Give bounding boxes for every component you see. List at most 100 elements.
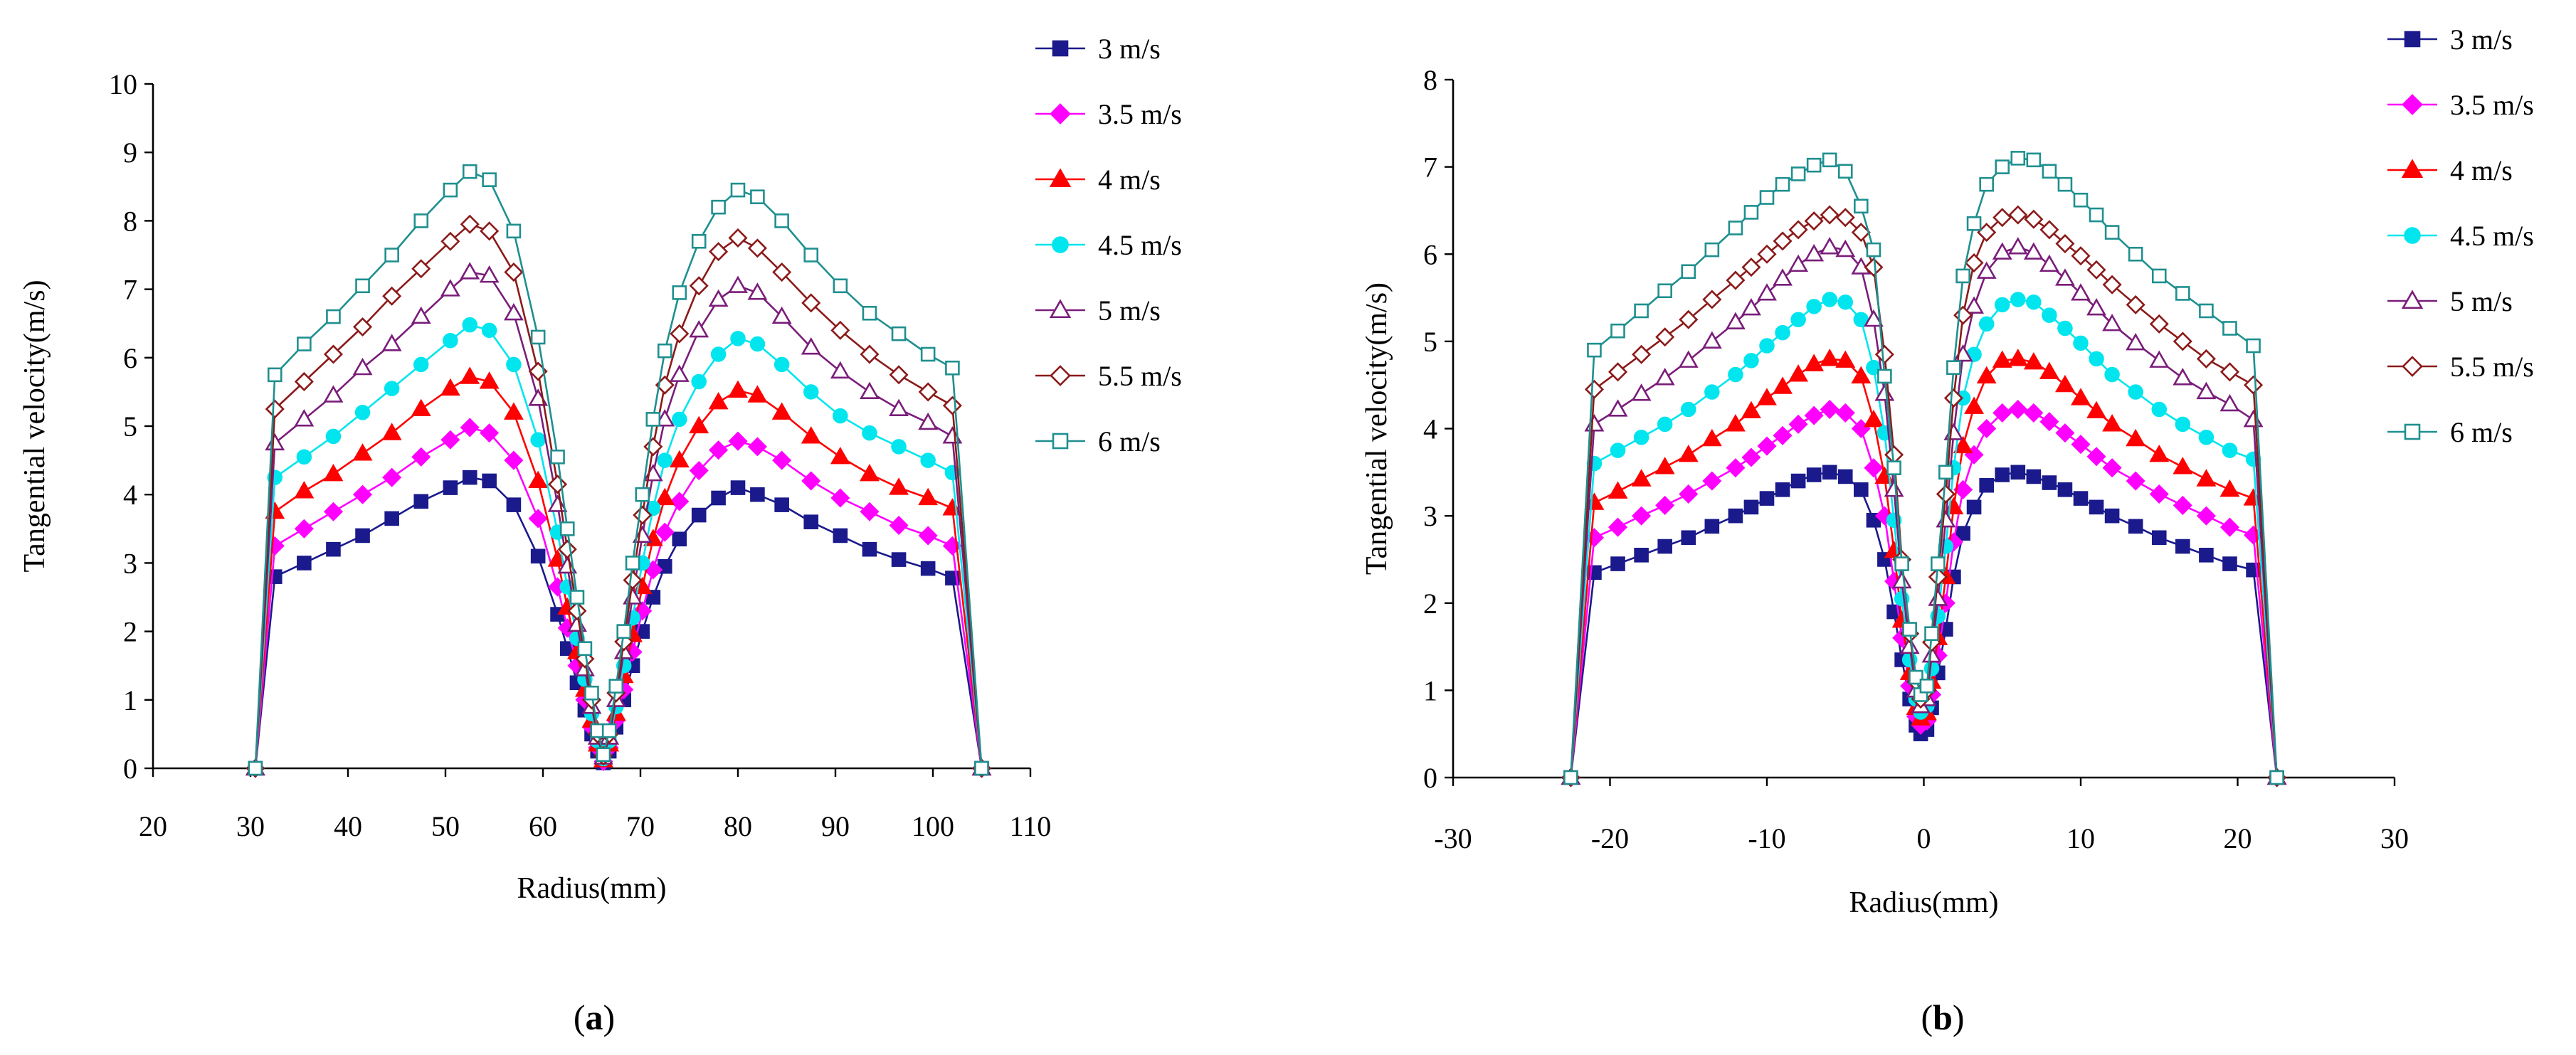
chart-a-data-point: [801, 426, 821, 444]
chart-a-data-point: [655, 409, 675, 427]
chart-a-data-point: [803, 384, 819, 400]
chart-b-series-1: [1563, 465, 2284, 785]
chart-a-data-point: [918, 487, 939, 506]
chart-b-data-point: [2104, 508, 2120, 524]
chart-b-data-point: [2222, 442, 2238, 458]
chart-b-legend-marker: [2404, 31, 2421, 48]
chart-b-legend-item: 5.5 m/s: [2387, 351, 2534, 383]
chart-b-data-point: [2222, 321, 2237, 336]
chart-a-data-point: [460, 366, 480, 384]
chart-a-legend-label: 3 m/s: [1098, 33, 1161, 65]
chart-b-data-point: [1655, 327, 1675, 347]
chart-a-data-point: [891, 552, 907, 567]
chart-a-data-point: [920, 561, 936, 576]
chart-a-data-point: [860, 381, 880, 399]
chart-b-data-point: [2151, 268, 2167, 284]
chart-b-y-tick-label: 2: [1423, 588, 1437, 620]
chart-a-x-tick-label: 90: [821, 810, 850, 842]
chart-b-data-point: [2024, 209, 2044, 229]
chart-a-x-tick-label: 40: [334, 810, 362, 842]
chart-a-data-point: [323, 502, 343, 521]
chart-b-legend-item: 5 m/s: [2387, 285, 2513, 317]
chart-a-legend-marker: [1049, 168, 1072, 188]
chart-a-data-point: [689, 460, 709, 481]
chart-b-data-point: [1728, 366, 1743, 383]
chart-a-legend-label: 4.5 m/s: [1098, 229, 1182, 261]
chart-b-data-point: [1701, 331, 1722, 349]
chart-b-data-point: [1759, 491, 1775, 506]
chart-b-data-point: [2010, 151, 2026, 166]
chart-b-data-point: [2173, 368, 2193, 386]
chart-a-data-point: [504, 450, 524, 470]
chart-a-data-point: [945, 360, 960, 376]
chart-b-y-axis-title: Tangential velocity(m/s): [1361, 282, 1393, 575]
chart-b-data-point: [2102, 414, 2123, 432]
chart-a-data-point: [462, 470, 477, 485]
chart-b-legend-label: 4 m/s: [2450, 154, 2513, 186]
chart-b-data-point: [1790, 166, 1806, 181]
chart-a-data-point: [382, 467, 402, 487]
chart-b-data-point: [1741, 447, 1761, 467]
chart-panel-b: 0 1 2 3 4 5 6 7 8 -30 -20 -10 0 10 20 30 Radius(mm) Tange…: [1361, 23, 2534, 1037]
chart-a-legend-marker: [1050, 365, 1071, 386]
chart-a-x-tick-label: 20: [139, 810, 167, 842]
chart-b-data-point: [1992, 208, 2012, 228]
chart-b-data-point: [1820, 237, 1840, 255]
chart-a-data-point: [384, 248, 399, 263]
chart-a-y-tick-label: 5: [123, 410, 137, 442]
chart-b-data-point: [1681, 401, 1696, 418]
chart-b-data-point: [2008, 205, 2028, 225]
chart-a-data-point: [918, 382, 938, 402]
chart-b-legend-item: 4 m/s: [2387, 154, 2513, 186]
chart-b-data-point: [1634, 303, 1649, 319]
chart-a-legend-label: 6 m/s: [1098, 425, 1161, 457]
chart-a-data-point: [657, 452, 672, 468]
chart-b-data-point: [1877, 369, 1892, 384]
chart-a-data-point: [709, 242, 729, 262]
chart-b-data-point: [1979, 176, 1994, 192]
chart-a-data-point: [616, 624, 632, 639]
chart-b-x-tick-label: -10: [1748, 822, 1785, 854]
chart-b-data-point: [1874, 344, 1894, 364]
chart-b-data-point: [2071, 246, 2091, 266]
chart-b-series-2: [1561, 399, 2287, 788]
chart-b-data-point: [1966, 216, 1982, 231]
chart-b-data-point: [2071, 435, 2091, 455]
chart-b-data-point: [1995, 159, 2010, 174]
chart-a-data-point: [548, 475, 568, 494]
chart-a-data-point: [411, 306, 431, 324]
chart-b-x-tick-label: -30: [1434, 822, 1472, 854]
chart-b-legend-marker: [2402, 94, 2423, 115]
chart-a-data-point: [323, 385, 344, 403]
chart-b-data-point: [2175, 286, 2190, 301]
chart-b-data-point: [2073, 192, 2089, 208]
chart-b-data-point: [2149, 444, 2170, 462]
chart-a-data-point: [833, 528, 848, 544]
chart-b-data-point: [1891, 571, 1912, 589]
chart-b-data-point: [1955, 268, 1970, 284]
chart-a-data-point: [672, 285, 687, 300]
chart-a-legend-label: 4 m/s: [1098, 164, 1161, 196]
chart-b-data-point: [1657, 416, 1673, 433]
chart-a-data-point: [530, 432, 546, 447]
chart-b-legend-label: 3 m/s: [2450, 23, 2513, 55]
chart-a-data-point: [248, 760, 263, 776]
chart-b-data-point: [1992, 350, 2012, 368]
chart-a-x-tick-label: 60: [529, 810, 557, 842]
chart-b-data-point: [2175, 416, 2191, 433]
chart-a-data-point: [411, 259, 431, 279]
chart-b-data-point: [1946, 360, 1961, 375]
chart-b-data-point: [1978, 316, 1995, 332]
chart-a-caption: (a): [574, 997, 615, 1037]
chart-a-data-point: [889, 398, 909, 417]
chart-b-data-point: [1631, 383, 1652, 401]
chart-a-data-point: [728, 275, 748, 293]
chart-b-data-point: [1894, 556, 1909, 571]
chart-a-data-point: [352, 357, 373, 376]
chart-b-data-point: [2086, 447, 2106, 467]
chart-b-data-point: [1632, 506, 1652, 526]
chart-b-data-point: [2086, 401, 2106, 419]
chart-b-data-point: [2173, 495, 2192, 515]
chart-b-data-point: [2071, 388, 2091, 405]
chart-b-data-point: [2128, 519, 2143, 534]
